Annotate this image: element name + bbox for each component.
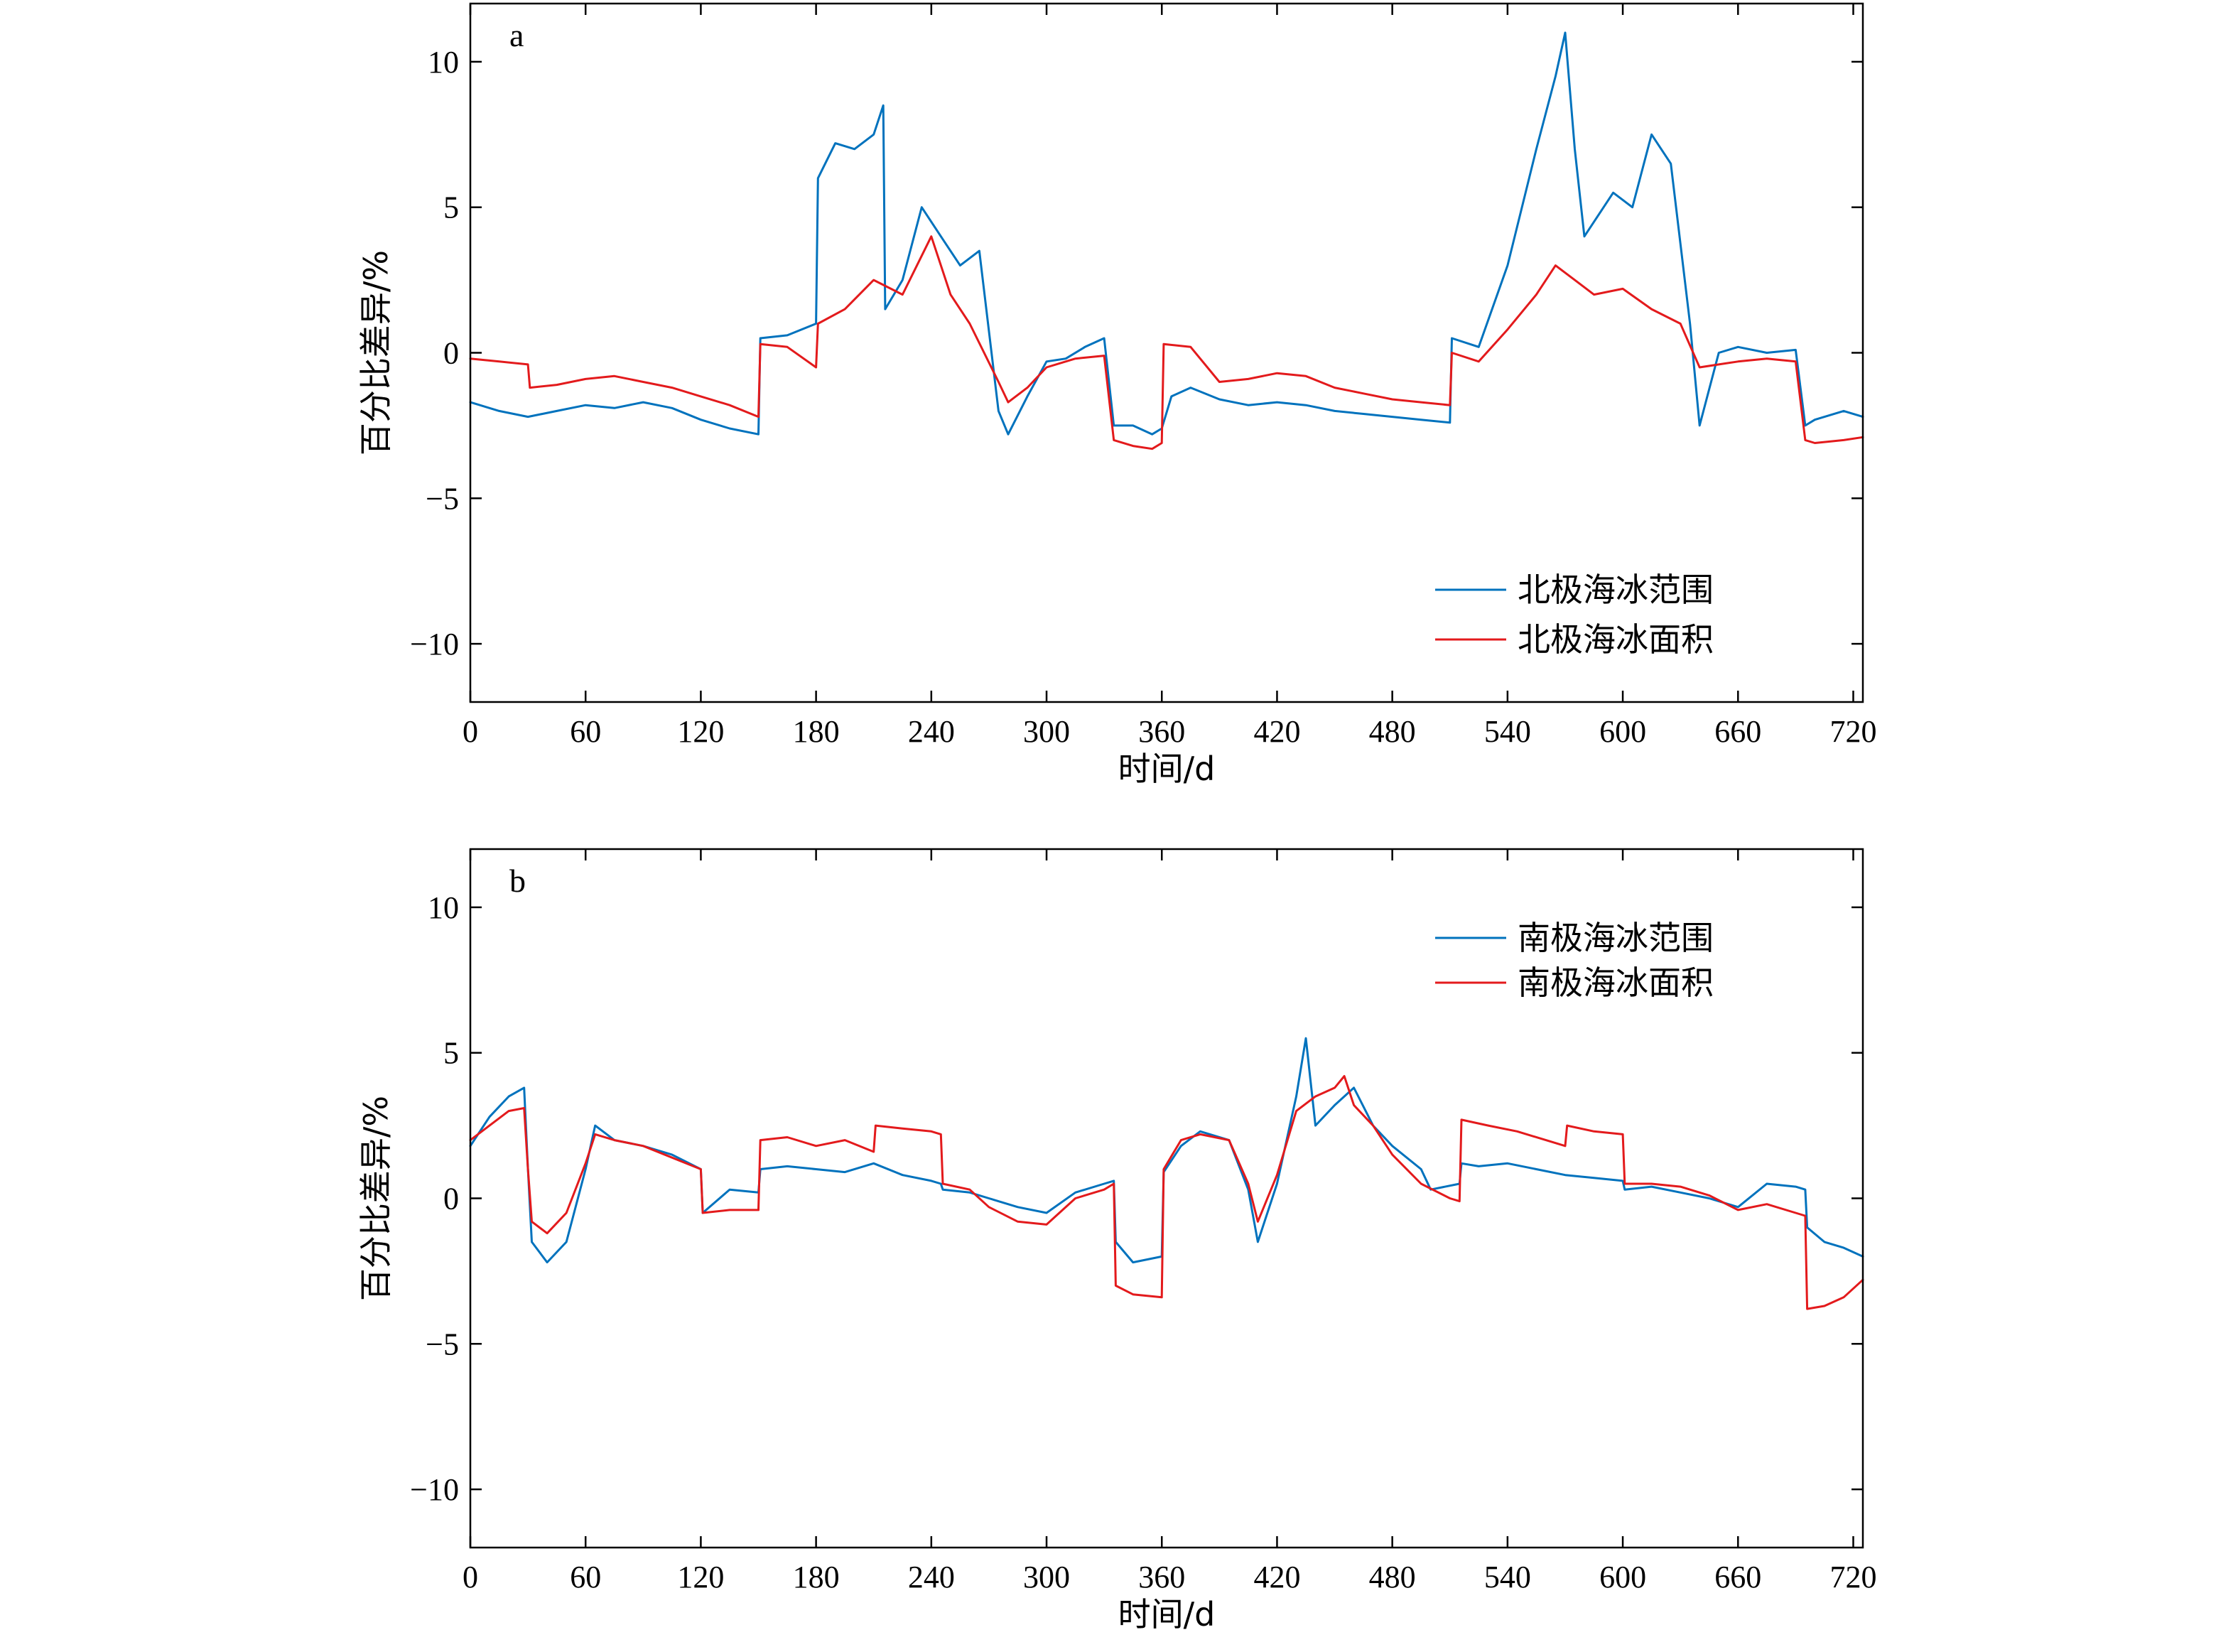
legend-label-arctic-extent: 北极海冰范围 — [1518, 571, 1714, 609]
legend-label-antarctic-extent: 南极海冰范围 — [1518, 919, 1714, 957]
x-tick-label-a-6: 360 — [1138, 714, 1185, 749]
y-tick-label-a-2: 0 — [443, 336, 459, 371]
x-tick-label-b-9: 540 — [1484, 1560, 1531, 1594]
x-axis-title-a: 时间/d — [1118, 750, 1216, 788]
x-tick-label-a-5: 300 — [1023, 714, 1070, 749]
x-tick-label-a-3: 180 — [793, 714, 840, 749]
y-tick-label-b-1: −5 — [426, 1327, 459, 1361]
x-tick-label-b-2: 120 — [677, 1560, 724, 1594]
x-tick-label-a-7: 420 — [1253, 714, 1300, 749]
legend-label-arctic-area: 北极海冰面积 — [1518, 620, 1714, 659]
x-tick-label-a-9: 540 — [1484, 714, 1531, 749]
legend-label-antarctic-area: 南极海冰面积 — [1518, 963, 1714, 1002]
x-axis-title-b: 时间/d — [1118, 1595, 1216, 1634]
x-tick-label-b-10: 600 — [1599, 1560, 1646, 1594]
series-line-b-1 — [469, 1075, 1864, 1310]
x-tick-label-a-1: 60 — [570, 714, 601, 749]
ticks-a: 0 60 120 180 240 300 360 420 480 540 600 660 720 −10 −… — [410, 4, 1876, 749]
x-tick-label-b-6: 360 — [1138, 1560, 1185, 1594]
x-tick-label-b-12: 720 — [1829, 1560, 1876, 1594]
series-group-b — [469, 1037, 1864, 1310]
x-tick-label-b-8: 480 — [1369, 1560, 1416, 1594]
x-tick-label-a-2: 120 — [677, 714, 724, 749]
x-tick-label-b-3: 180 — [793, 1560, 840, 1594]
panel-label-a: a — [509, 17, 524, 53]
series-line-a-1 — [469, 235, 1864, 450]
series-line-a-0 — [469, 31, 1864, 436]
x-tick-label-b-1: 60 — [570, 1560, 601, 1594]
x-tick-label-a-0: 0 — [463, 714, 478, 749]
y-tick-label-a-0: −10 — [410, 627, 459, 662]
x-tick-label-b-11: 660 — [1714, 1560, 1761, 1594]
panel-label-b: b — [509, 863, 526, 899]
y-axis-title-a: 百分比差异/% — [357, 250, 395, 455]
x-tick-label-a-8: 480 — [1369, 714, 1416, 749]
x-tick-label-b-4: 240 — [908, 1560, 955, 1594]
x-tick-label-b-0: 0 — [463, 1560, 478, 1594]
series-line-b-0 — [469, 1037, 1864, 1264]
y-tick-label-a-3: 5 — [443, 190, 459, 225]
ticks-b: 0 60 120 180 240 300 360 420 480 540 600 660 720 −10 −… — [410, 849, 1876, 1594]
y-axis-title-b: 百分比差异/% — [357, 1096, 395, 1301]
y-tick-label-a-1: −5 — [426, 481, 459, 516]
y-tick-label-b-3: 5 — [443, 1036, 459, 1071]
x-tick-label-a-4: 240 — [908, 714, 955, 749]
legend-a: 北极海冰范围 北极海冰面积 — [1435, 571, 1714, 659]
legend-b: 南极海冰范围 南极海冰面积 — [1435, 919, 1714, 1002]
x-tick-label-a-11: 660 — [1714, 714, 1761, 749]
y-tick-label-b-0: −10 — [410, 1472, 459, 1507]
x-tick-label-b-5: 300 — [1023, 1560, 1070, 1594]
x-tick-label-b-7: 420 — [1253, 1560, 1300, 1594]
x-tick-label-a-10: 600 — [1599, 714, 1646, 749]
y-tick-label-a-4: 10 — [428, 45, 459, 80]
chart-panel-b: 0 60 120 180 240 300 360 420 480 540 600 660 720 −10 −… — [357, 848, 1876, 1634]
y-tick-label-b-2: 0 — [443, 1182, 459, 1216]
series-group-a — [469, 31, 1864, 450]
x-tick-label-a-12: 720 — [1829, 714, 1876, 749]
chart-panel-a: 0 60 120 180 240 300 360 420 480 540 600 660 720 −10 −… — [357, 2, 1876, 788]
y-tick-label-b-4: 10 — [428, 890, 459, 925]
